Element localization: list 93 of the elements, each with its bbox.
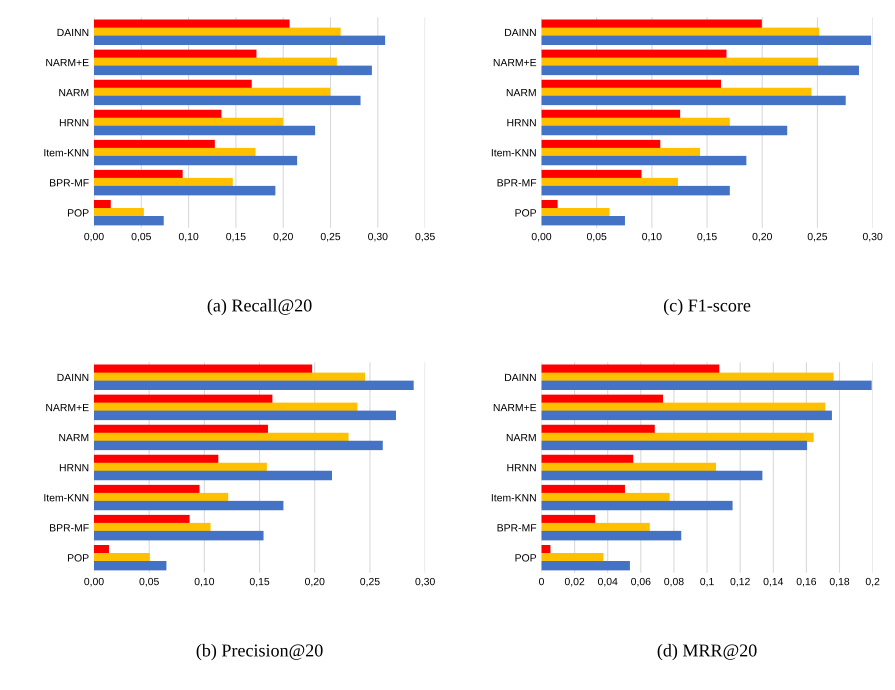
y-tick-label: Item-KNN <box>44 149 88 156</box>
bar <box>94 216 164 226</box>
bar <box>94 440 383 450</box>
x-tick-label: 0,15 <box>226 232 246 242</box>
x-tick-label: 0,16 <box>796 578 816 586</box>
bar <box>541 470 762 480</box>
x-tick-label: 0,00 <box>84 232 104 242</box>
bar <box>94 36 386 46</box>
bar <box>94 470 332 480</box>
bar <box>94 530 264 540</box>
y-tick-label: Item-KNN <box>492 494 536 502</box>
y-tick-label: NARM <box>506 89 536 96</box>
y-tick-label: NARM <box>59 434 88 442</box>
bar <box>541 500 733 510</box>
text: (d) MRR@20 <box>658 644 757 660</box>
x-tick-label: 0,15 <box>697 232 717 242</box>
x-tick-label: 0,30 <box>862 232 882 242</box>
bar <box>94 500 284 510</box>
bar <box>94 380 414 390</box>
x-tick-label: 0,2 <box>866 578 880 586</box>
x-tick-label: 0,12 <box>730 578 750 586</box>
bar <box>94 410 396 420</box>
y-tick-label: Item-KNN <box>44 494 88 502</box>
y-tick-label: NARM+E <box>494 58 536 66</box>
bar <box>541 530 682 540</box>
x-tick-label: 0,25 <box>808 232 828 242</box>
bar <box>541 96 846 106</box>
y-tick-label: DAINN <box>505 28 536 36</box>
x-tick-label: 0,30 <box>368 232 388 242</box>
y-tick-label: NARM+E <box>46 404 89 412</box>
x-tick-label: 0,35 <box>415 232 435 242</box>
x-tick-label: 0,15 <box>250 578 270 586</box>
bar <box>541 560 630 570</box>
y-tick-label: POP <box>68 209 89 217</box>
x-tick-label: 0,20 <box>273 232 293 242</box>
y-tick-label: BPR-MF <box>498 179 536 186</box>
bar <box>541 66 859 76</box>
y-tick-label: BPR-MF <box>498 524 536 532</box>
x-tick-label: 0,20 <box>305 578 324 586</box>
y-tick-label: BPR-MF <box>50 179 89 186</box>
x-tick-label: 0,05 <box>132 232 151 242</box>
bar <box>541 36 872 46</box>
x-tick-label: 0,20 <box>752 232 772 242</box>
bar <box>541 126 788 136</box>
x-tick-label: 0,08 <box>664 578 684 586</box>
x-tick-label: 0,05 <box>139 578 159 586</box>
bar <box>94 156 298 166</box>
bar <box>94 96 361 106</box>
y-tick-label: DAINN <box>58 28 88 36</box>
bar <box>541 186 730 196</box>
x-tick-label: 0,00 <box>84 578 104 586</box>
x-tick-label: 0,1 <box>700 578 714 586</box>
bar <box>541 380 872 390</box>
text: (b) Precision@20 <box>196 644 323 660</box>
bar <box>94 560 166 570</box>
y-tick-label: DAINN <box>505 374 536 382</box>
x-tick-label: 0,00 <box>532 232 552 242</box>
x-tick-label: 0,02 <box>564 578 584 586</box>
x-tick-label: 0,10 <box>194 578 214 586</box>
y-tick-label: DAINN <box>58 374 88 382</box>
x-tick-label: 0,18 <box>830 578 850 586</box>
x-tick-label: 0,25 <box>360 578 380 586</box>
bar <box>541 410 832 420</box>
text: (a) Recall@20 <box>208 298 312 316</box>
y-tick-label: NARM+E <box>494 404 536 412</box>
y-tick-label: HRNN <box>507 464 536 472</box>
x-tick-label: 0,06 <box>631 578 650 586</box>
y-tick-label: NARM <box>59 89 88 96</box>
y-tick-label: POP <box>68 554 89 562</box>
x-tick-label: 0,14 <box>764 578 784 586</box>
y-tick-label: POP <box>515 209 536 217</box>
y-tick-label: NARM+E <box>46 58 89 66</box>
x-tick-label: 0,05 <box>586 232 606 242</box>
y-tick-label: HRNN <box>60 119 88 126</box>
bar <box>94 126 316 136</box>
bar <box>541 440 808 450</box>
x-tick-label: 0,10 <box>642 232 662 242</box>
bar <box>94 186 276 196</box>
x-tick-label: 0,25 <box>320 232 340 242</box>
x-tick-label: 0,30 <box>415 578 435 586</box>
x-tick-label: 0,10 <box>178 232 198 242</box>
y-tick-label: HRNN <box>507 119 536 126</box>
y-tick-label: BPR-MF <box>50 524 89 532</box>
text: (c) F1-score <box>664 298 750 316</box>
y-tick-label: HRNN <box>60 464 88 472</box>
y-tick-label: POP <box>515 554 536 562</box>
bar <box>541 156 746 166</box>
x-tick-label: 0,04 <box>598 578 618 586</box>
y-tick-label: Item-KNN <box>492 149 536 156</box>
x-tick-label: 0 <box>538 578 544 586</box>
y-tick-label: NARM <box>506 434 536 442</box>
bar <box>94 66 372 76</box>
bar <box>541 216 625 226</box>
